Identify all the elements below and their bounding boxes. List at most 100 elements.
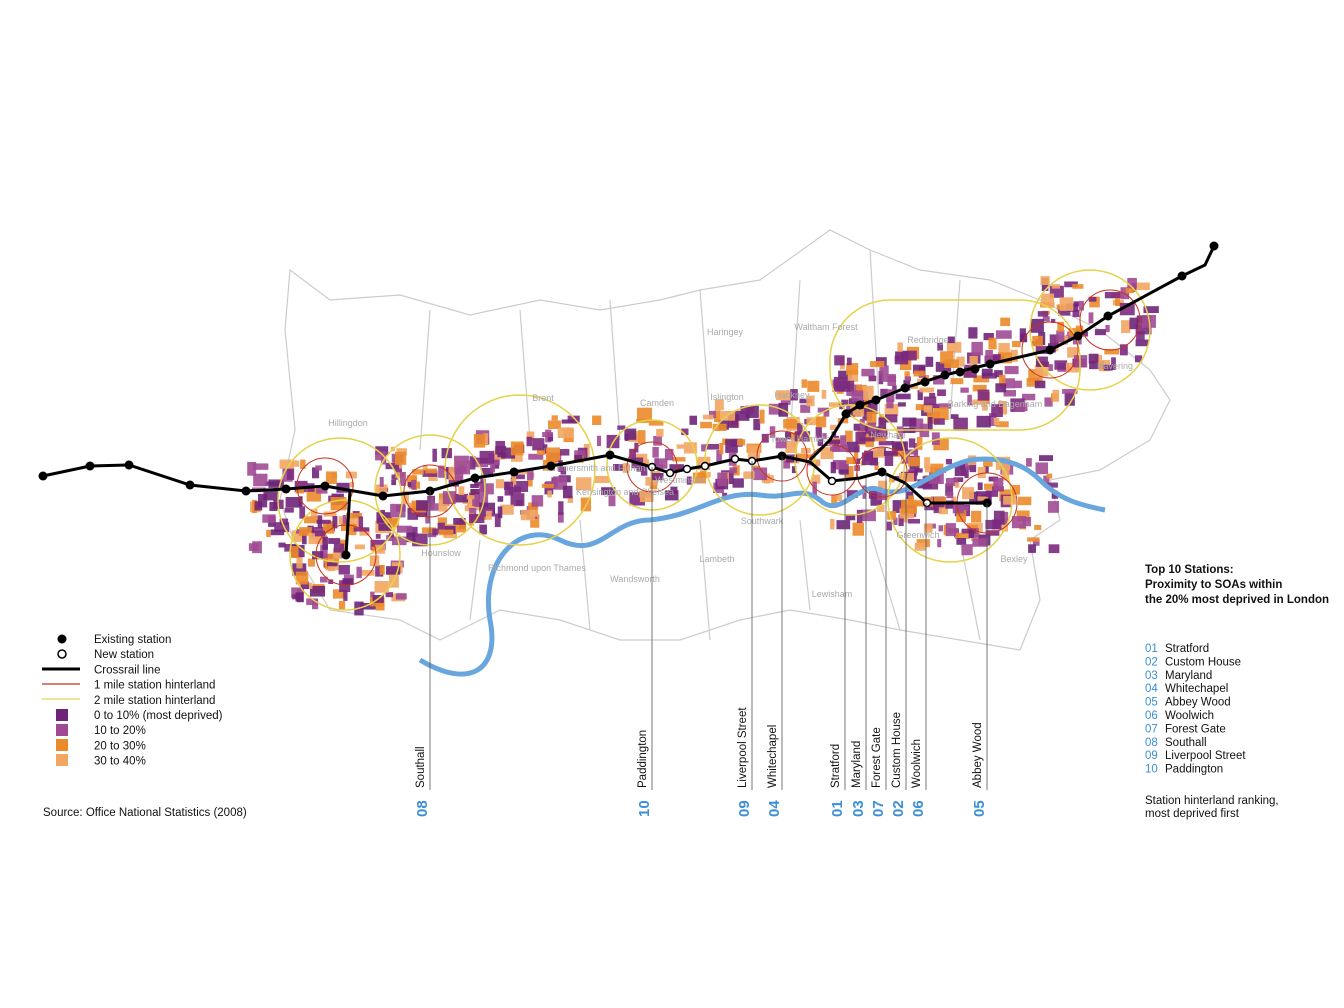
deprivation-area: [851, 390, 864, 402]
deprivation-area: [482, 433, 489, 445]
deprivation-area: [945, 458, 953, 465]
deprivation-area: [886, 399, 894, 409]
deprivation-area: [263, 490, 279, 501]
deprivation-area: [285, 497, 302, 508]
deprivation-area: [510, 441, 524, 456]
deprivation-area: [358, 516, 364, 530]
deprivation-area: [988, 413, 997, 427]
deprivation-area: [345, 471, 357, 479]
deprivation-area: [395, 472, 405, 478]
deprivation-area: [323, 511, 337, 517]
deprivation-area: [993, 477, 1004, 491]
deprivation-area: [254, 501, 263, 511]
deprivation-area: [1039, 455, 1054, 461]
callout-rank: 05: [971, 800, 988, 817]
deprivation-area: [1037, 311, 1049, 317]
deprivation-area: [1012, 485, 1021, 495]
deprivation-area: [274, 522, 290, 533]
deprivation-area: [733, 410, 750, 421]
deprivation-area: [1052, 389, 1060, 402]
deprivation-area: [454, 467, 464, 480]
deprivation-area: [846, 363, 859, 375]
deprivation-area: [458, 486, 465, 496]
ranking-rank: 03: [1145, 670, 1158, 682]
callout-name: Forest Gate: [871, 727, 883, 788]
legend-label: Existing station: [94, 634, 171, 646]
deprivation-area: [700, 421, 712, 429]
deprivation-area: [456, 521, 467, 533]
existing-station: [1209, 241, 1219, 251]
deprivation-area: [860, 437, 875, 442]
deprivation-area: [359, 528, 370, 536]
deprivation-area: [913, 370, 925, 377]
deprivation-area: [806, 417, 820, 426]
borough-label: Tower Hamlets: [770, 434, 830, 444]
borough-label: Wandsworth: [610, 574, 660, 584]
deprivation-area: [374, 580, 389, 593]
callout-name: Woolwich: [911, 739, 923, 788]
deprivation-area: [624, 428, 637, 440]
deprivation-area: [497, 452, 507, 458]
deprivation-area: [977, 466, 986, 479]
callout-rank: 07: [870, 800, 887, 817]
deprivation-area: [640, 461, 648, 476]
deprivation-area: [479, 502, 496, 515]
existing-station: [38, 471, 48, 481]
deprivation-area: [425, 468, 437, 474]
ranking-panel: Top 10 Stations: Proximity to SOAs within…: [1145, 564, 1329, 820]
callout-rank: 02: [890, 800, 907, 817]
callout-rank: 08: [414, 800, 431, 817]
deprivation-area: [375, 451, 387, 461]
legend-label: 30 to 40%: [94, 756, 146, 768]
deprivation-area: [973, 375, 990, 383]
borough-label: Hackney: [774, 390, 810, 400]
deprivation-area: [1088, 296, 1097, 302]
deprivation-area: [901, 499, 917, 514]
deprivation-area: [1046, 473, 1053, 479]
deprivation-area: [1075, 325, 1084, 336]
deprivation-area: [1129, 317, 1139, 330]
deprivation-area: [982, 404, 988, 411]
deprivation-area: [386, 535, 395, 542]
deprivation-area: [962, 506, 969, 511]
deprivation-area: [575, 477, 592, 491]
deprivation-area: [386, 566, 401, 575]
deprivation-area: [323, 520, 335, 534]
deprivation-area: [601, 487, 616, 496]
deprivation-area: [971, 341, 983, 356]
deprivation-area: [1125, 286, 1134, 294]
deprivation-area: [915, 501, 924, 507]
existing-station: [85, 461, 95, 471]
existing-station: [877, 467, 887, 477]
deprivation-area: [884, 414, 898, 423]
deprivation-area: [891, 441, 908, 451]
deprivation-area: [709, 410, 716, 419]
deprivation-area: [1003, 495, 1017, 505]
deprivation-area: [879, 430, 887, 435]
deprivation-area: [946, 491, 954, 499]
deprivation-area: [686, 476, 692, 485]
deprivation-area: [369, 555, 380, 567]
deprivation-area: [995, 330, 1012, 339]
deprivation-area: [411, 479, 417, 490]
deprivation-area: [1020, 333, 1028, 343]
deprivation-area: [495, 479, 505, 489]
deprivation-area: [1003, 390, 1017, 397]
deprivation-area: [407, 508, 419, 520]
deprivation-area: [1030, 318, 1044, 333]
deprivation-area: [904, 376, 912, 382]
deprivation-area: [1111, 357, 1116, 370]
borough-label: Southwark: [741, 516, 784, 526]
borough-label: Camden: [640, 398, 674, 408]
deprivation-area: [375, 534, 381, 539]
deprivation-area: [977, 482, 983, 490]
deprivation-area: [828, 402, 843, 407]
borough-label: Havering: [1097, 361, 1133, 371]
deprivation-area: [379, 564, 385, 575]
deprivation-area: [638, 430, 646, 445]
deprivation-area: [448, 466, 460, 481]
deprivation-area: [972, 399, 987, 405]
borough-label: Brent: [532, 393, 554, 403]
borough-label: Bexley: [1000, 554, 1028, 564]
deprivation-area: [359, 569, 375, 576]
